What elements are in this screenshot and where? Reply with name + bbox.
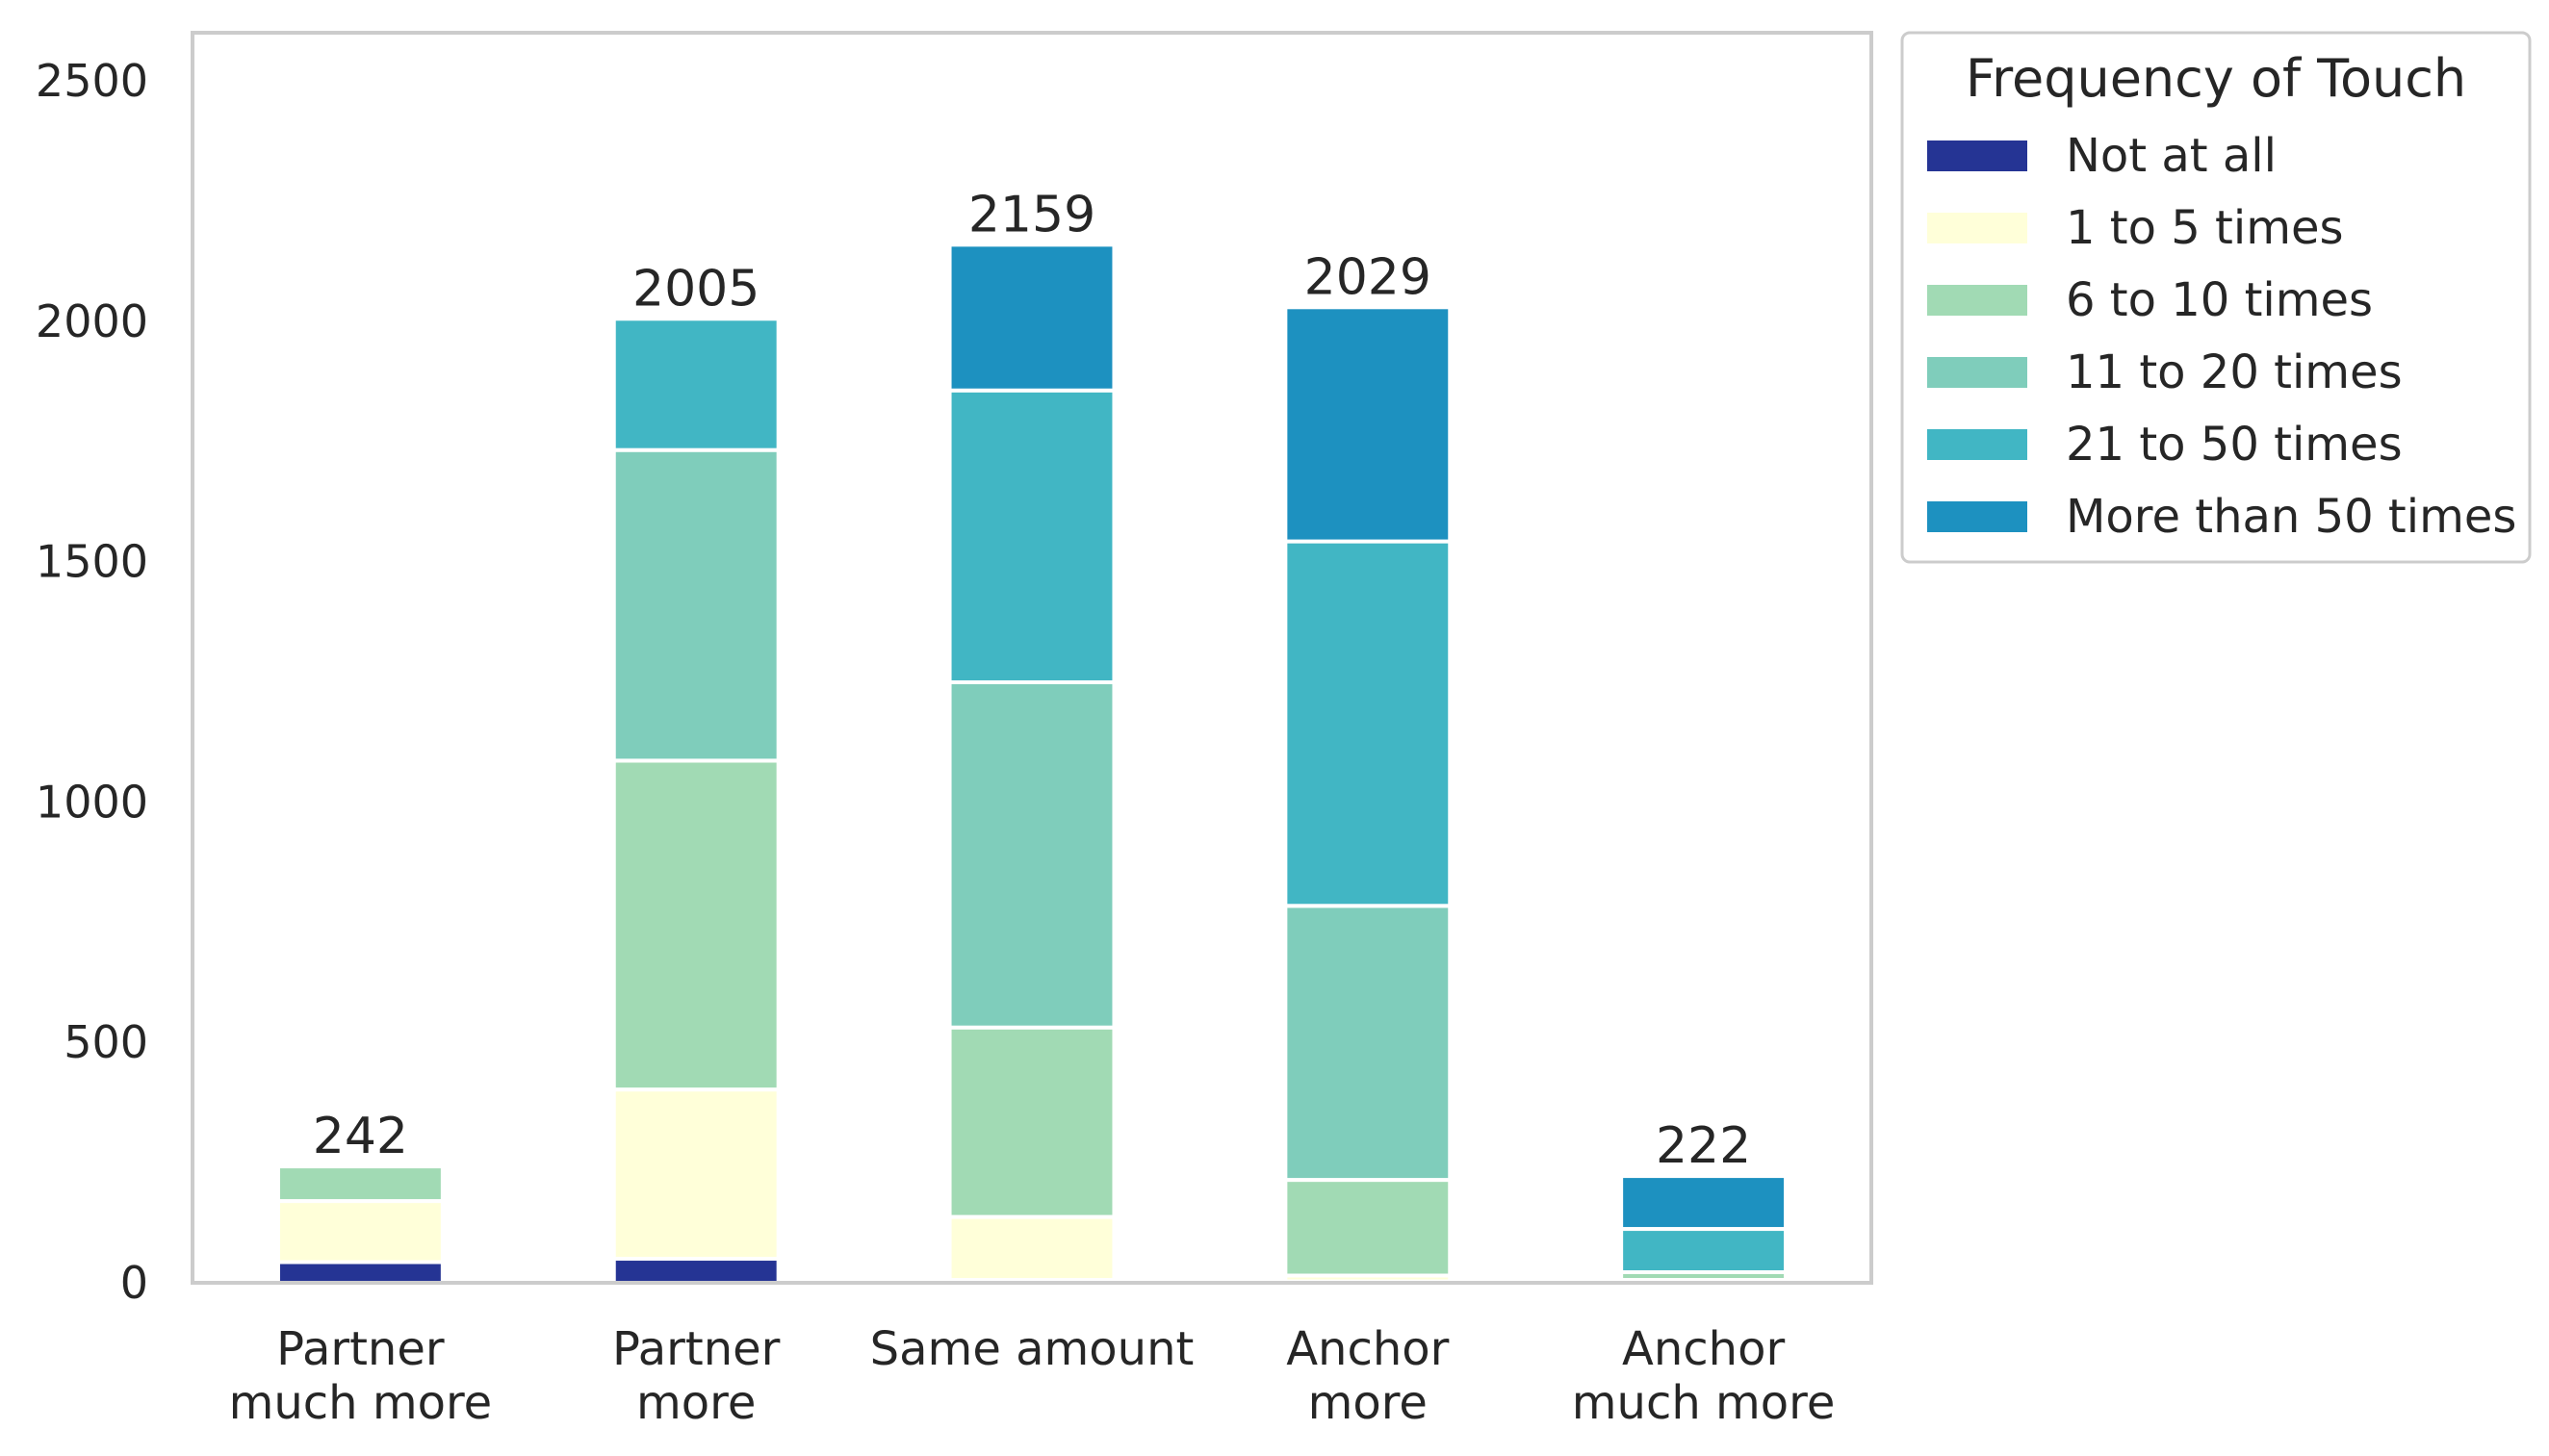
legend-swatch <box>1927 357 2027 388</box>
legend-swatch <box>1927 501 2027 532</box>
bar-segment <box>275 1199 445 1264</box>
x-category-label: Same amount <box>870 1322 1195 1376</box>
x-category-label: Anchor <box>1286 1322 1449 1376</box>
bar-total-label: 222 <box>1656 1117 1751 1175</box>
legend-items: Not at all 1 to 5 times 6 to 10 times 11 to… <box>1927 129 2516 544</box>
legend-swatch <box>1927 140 2027 171</box>
legend-swatch <box>1927 429 2027 460</box>
plot-frame <box>191 31 1873 1285</box>
y-tick-label: 1000 <box>36 776 148 828</box>
x-category-label: Partner <box>612 1322 781 1376</box>
x-category-label: much more <box>229 1376 493 1430</box>
y-tick-label: 2500 <box>36 55 148 107</box>
total-labels: 242 2005 2159 2029 222 <box>313 186 1751 1175</box>
bar-segment <box>947 243 1117 393</box>
y-tick-label: 500 <box>64 1016 148 1068</box>
bar-segment <box>275 1260 445 1285</box>
legend-label: 21 to 50 times <box>2066 418 2403 472</box>
x-category-label: much more <box>1572 1376 1836 1430</box>
legend-frame <box>1900 31 2532 564</box>
bar-segment <box>611 758 781 1092</box>
bar-segment <box>947 679 1117 1030</box>
legend-swatch <box>1927 213 2027 243</box>
bar-total-label: 2029 <box>1304 248 1431 306</box>
x-category-label: more <box>1308 1376 1428 1430</box>
legend-label: More than 50 times <box>2066 490 2516 544</box>
y-tick-label: 0 <box>120 1257 148 1309</box>
bar-segment <box>611 447 781 763</box>
legend-swatch <box>1927 285 2027 316</box>
bar-segment <box>1619 1227 1789 1275</box>
bars-layer <box>275 243 1789 1286</box>
legend-label: 1 to 5 times <box>2066 201 2344 255</box>
y-tick-label: 2000 <box>36 295 148 347</box>
legend-label: 11 to 20 times <box>2066 345 2403 399</box>
bar-segment <box>1283 305 1453 544</box>
x-category-label: Partner <box>276 1322 445 1376</box>
bar-total-label: 2005 <box>632 260 760 318</box>
bar-total-label: 2159 <box>968 186 1095 243</box>
bar-segment <box>947 1214 1117 1283</box>
legend-label: Not at all <box>2066 129 2277 183</box>
legend: Frequency of Touch Not at all 1 to 5 time… <box>1900 31 2532 564</box>
bar-segment <box>1283 539 1453 908</box>
bar-segment <box>1283 904 1453 1183</box>
bar-segment <box>947 1025 1117 1219</box>
bar-total-label: 242 <box>313 1108 408 1165</box>
bar-segment <box>611 317 781 452</box>
legend-title: Frequency of Touch <box>1966 48 2466 109</box>
bar-segment <box>275 1164 445 1204</box>
x-category-label: Anchor <box>1622 1322 1785 1376</box>
y-tick-label: 1500 <box>36 536 148 588</box>
bar-segment <box>947 388 1117 684</box>
y-axis-ticks: 0 500 1000 1500 2000 2500 <box>36 55 148 1309</box>
bar-segment <box>1283 1178 1453 1278</box>
bar-segment <box>611 1087 781 1262</box>
x-category-label: more <box>636 1376 756 1430</box>
bar-segment <box>611 1257 781 1286</box>
bar-segment <box>1619 1174 1789 1232</box>
legend-label: 6 to 10 times <box>2066 273 2373 327</box>
